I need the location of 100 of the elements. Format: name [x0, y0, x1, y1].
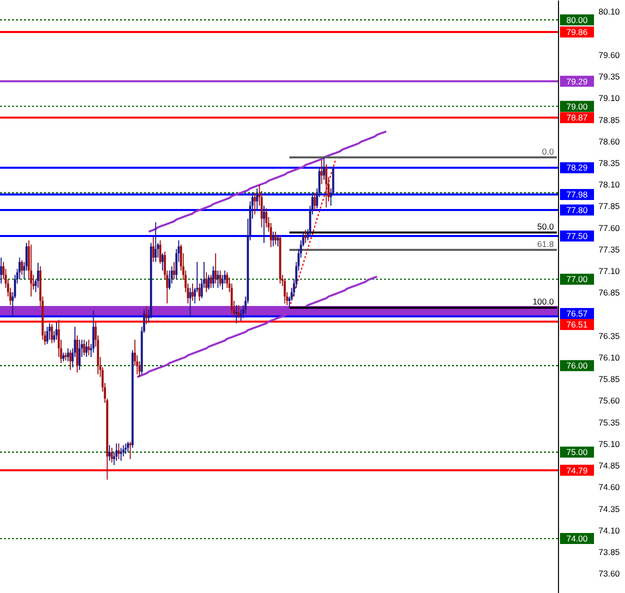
y-tick-label: 73.85: [598, 547, 620, 558]
y-tick-label: 75.85: [598, 374, 620, 384]
candlestick: [284, 278, 286, 304]
y-tick-label: 75.60: [598, 396, 620, 406]
candlestick: [85, 340, 88, 358]
ref-line-label: 74.00: [566, 534, 588, 544]
y-tick-label: 75.10: [598, 438, 620, 449]
candlestick: [66, 348, 70, 362]
y-tick-label: 76.35: [598, 330, 620, 341]
candlestick: [226, 272, 228, 288]
candlestick: [256, 188, 258, 211]
candlestick: [129, 441, 132, 460]
ref-line-label: 76.00: [566, 360, 588, 371]
candlestick: [18, 257, 21, 280]
ref-line-label: 77.00: [566, 274, 588, 284]
candlestick: [212, 266, 214, 288]
y-tick-label: 74.35: [598, 504, 620, 514]
series-label: 61.8: [537, 238, 554, 249]
y-tick-label: 75.35: [598, 417, 620, 428]
candlestick: [322, 156, 326, 180]
candlestick: [191, 283, 194, 302]
candlestick: [189, 287, 192, 318]
candlestick: [276, 235, 279, 247]
candlestick: [122, 444, 124, 457]
candlestick: [274, 231, 277, 246]
y-tick-label: 79.60: [598, 50, 620, 60]
candlestick: [83, 339, 86, 356]
candlestick: [214, 252, 217, 284]
candlestick: [110, 447, 113, 463]
candlestick: [159, 240, 162, 264]
y-tick-label: 79.10: [598, 93, 620, 104]
y-tick-label: 80.10: [598, 6, 620, 17]
ref-line-label: 74.79: [566, 465, 588, 476]
candlestick: [272, 231, 274, 247]
candlestick: [46, 326, 48, 345]
y-tick-label: 77.35: [598, 244, 620, 254]
y-tick-label: 74.60: [598, 482, 620, 492]
candlestick: [50, 324, 53, 344]
candlestick: [152, 236, 154, 262]
y-tick-label: 78.35: [598, 158, 620, 168]
ref-line-label: 77.98: [566, 189, 588, 200]
candlestick: [219, 270, 222, 287]
candlestick: [120, 447, 122, 462]
candlestick: [173, 261, 176, 280]
candlestick: [92, 310, 94, 354]
ref-line-label: 80.00: [566, 14, 588, 25]
candlestick: [108, 444, 111, 462]
candlestick: [115, 442, 118, 462]
y-tick-label: 76.85: [598, 288, 620, 298]
candlestick: [168, 270, 171, 290]
series-label: 50.0: [537, 222, 554, 232]
ref-line-label: 78.29: [566, 162, 588, 173]
candlestick: [208, 274, 210, 290]
ref-line-label: 79.29: [566, 76, 588, 86]
candlestick: [154, 222, 157, 262]
y-tick-label: 74.10: [598, 525, 620, 536]
candlestick: [55, 322, 58, 340]
candlestick: [36, 262, 40, 288]
ref-line-label: 78.87: [566, 112, 588, 123]
ref-line-label: 79.86: [566, 26, 588, 37]
candlestick: [320, 159, 323, 185]
candlestick: [265, 208, 268, 228]
y-tick-label: 76.10: [598, 352, 620, 363]
candlestick: [88, 339, 90, 356]
y-tick-label: 79.35: [598, 72, 620, 82]
candlestick: [314, 192, 316, 211]
y-tick-label: 77.85: [598, 201, 620, 212]
y-tick-label: 77.10: [598, 266, 620, 276]
candlestick: [126, 441, 130, 453]
candlestick: [69, 350, 72, 370]
ref-line-label: 77.50: [566, 230, 588, 241]
candlestick: [161, 252, 164, 272]
candlestick: [78, 339, 81, 370]
candlestick: [0, 257, 2, 284]
candlestick: [30, 244, 32, 297]
line-series: [288, 159, 336, 308]
y-tick-label: 74.85: [598, 460, 620, 471]
candlestick: [235, 304, 238, 324]
y-tick-label: 77.60: [598, 222, 620, 233]
candlestick: [238, 304, 240, 319]
candlestick: [198, 283, 201, 302]
candlestick: [325, 164, 328, 208]
y-tick-label: 78.85: [598, 114, 620, 125]
y-tick-label: 78.10: [598, 180, 620, 190]
ref-line-label: 77.80: [566, 205, 588, 216]
candlestick: [118, 442, 120, 460]
line-series: [148, 130, 388, 233]
ref-line-label: 75.00: [566, 447, 588, 458]
ref-line-label: 79.00: [566, 101, 588, 112]
candlestick: [205, 272, 208, 293]
y-tick-label: 73.60: [598, 568, 620, 579]
ref-line-label: 76.51: [566, 319, 588, 330]
candlestick: [210, 274, 212, 288]
series-label: 0.0: [542, 146, 554, 156]
candlestick: [254, 192, 256, 215]
ref-line-label: 76.57: [566, 308, 588, 318]
series-label: 100.0: [532, 296, 554, 307]
candlestick: [221, 274, 224, 290]
candlestick: [20, 260, 23, 276]
y-tick-label: 78.60: [598, 136, 620, 146]
